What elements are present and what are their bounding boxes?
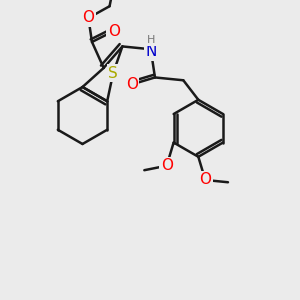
Text: O: O <box>126 77 138 92</box>
Text: O: O <box>161 158 173 173</box>
Text: S: S <box>108 66 118 81</box>
Text: H: H <box>147 35 155 45</box>
Text: O: O <box>199 172 211 188</box>
Text: N: N <box>145 44 156 59</box>
Text: O: O <box>82 11 94 26</box>
Text: O: O <box>108 24 120 39</box>
